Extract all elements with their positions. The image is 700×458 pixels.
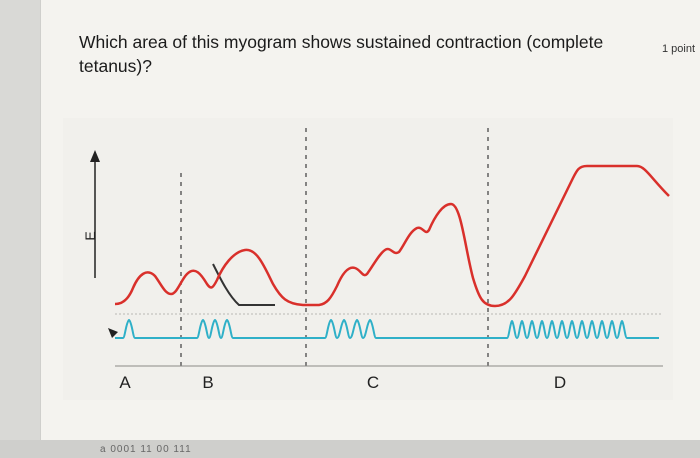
stimulus-pointer: [108, 328, 118, 338]
tension-curve: [114, 164, 670, 308]
question-line-1: Which area of this myogram shows sustain…: [79, 32, 604, 52]
question-text: Which area of this myogram shows sustain…: [79, 30, 639, 78]
myogram-chart: E A B C D: [63, 118, 673, 400]
y-axis-arrowhead: [90, 150, 100, 162]
region-label-a: A: [119, 373, 131, 392]
region-label-c: C: [367, 373, 379, 392]
points-label: 1 point: [661, 43, 695, 55]
y-axis-label: E: [82, 231, 98, 240]
footer-text: a 0001 11 00 111: [100, 444, 192, 455]
region-label-b: B: [202, 373, 213, 392]
stimulus-trace: [115, 319, 659, 339]
question-line-2: tetanus)?: [79, 56, 152, 76]
region-label-d: D: [554, 373, 566, 392]
relaxation-curve: [212, 263, 275, 306]
bottom-strip: [0, 440, 700, 458]
chart-background: [63, 118, 673, 400]
